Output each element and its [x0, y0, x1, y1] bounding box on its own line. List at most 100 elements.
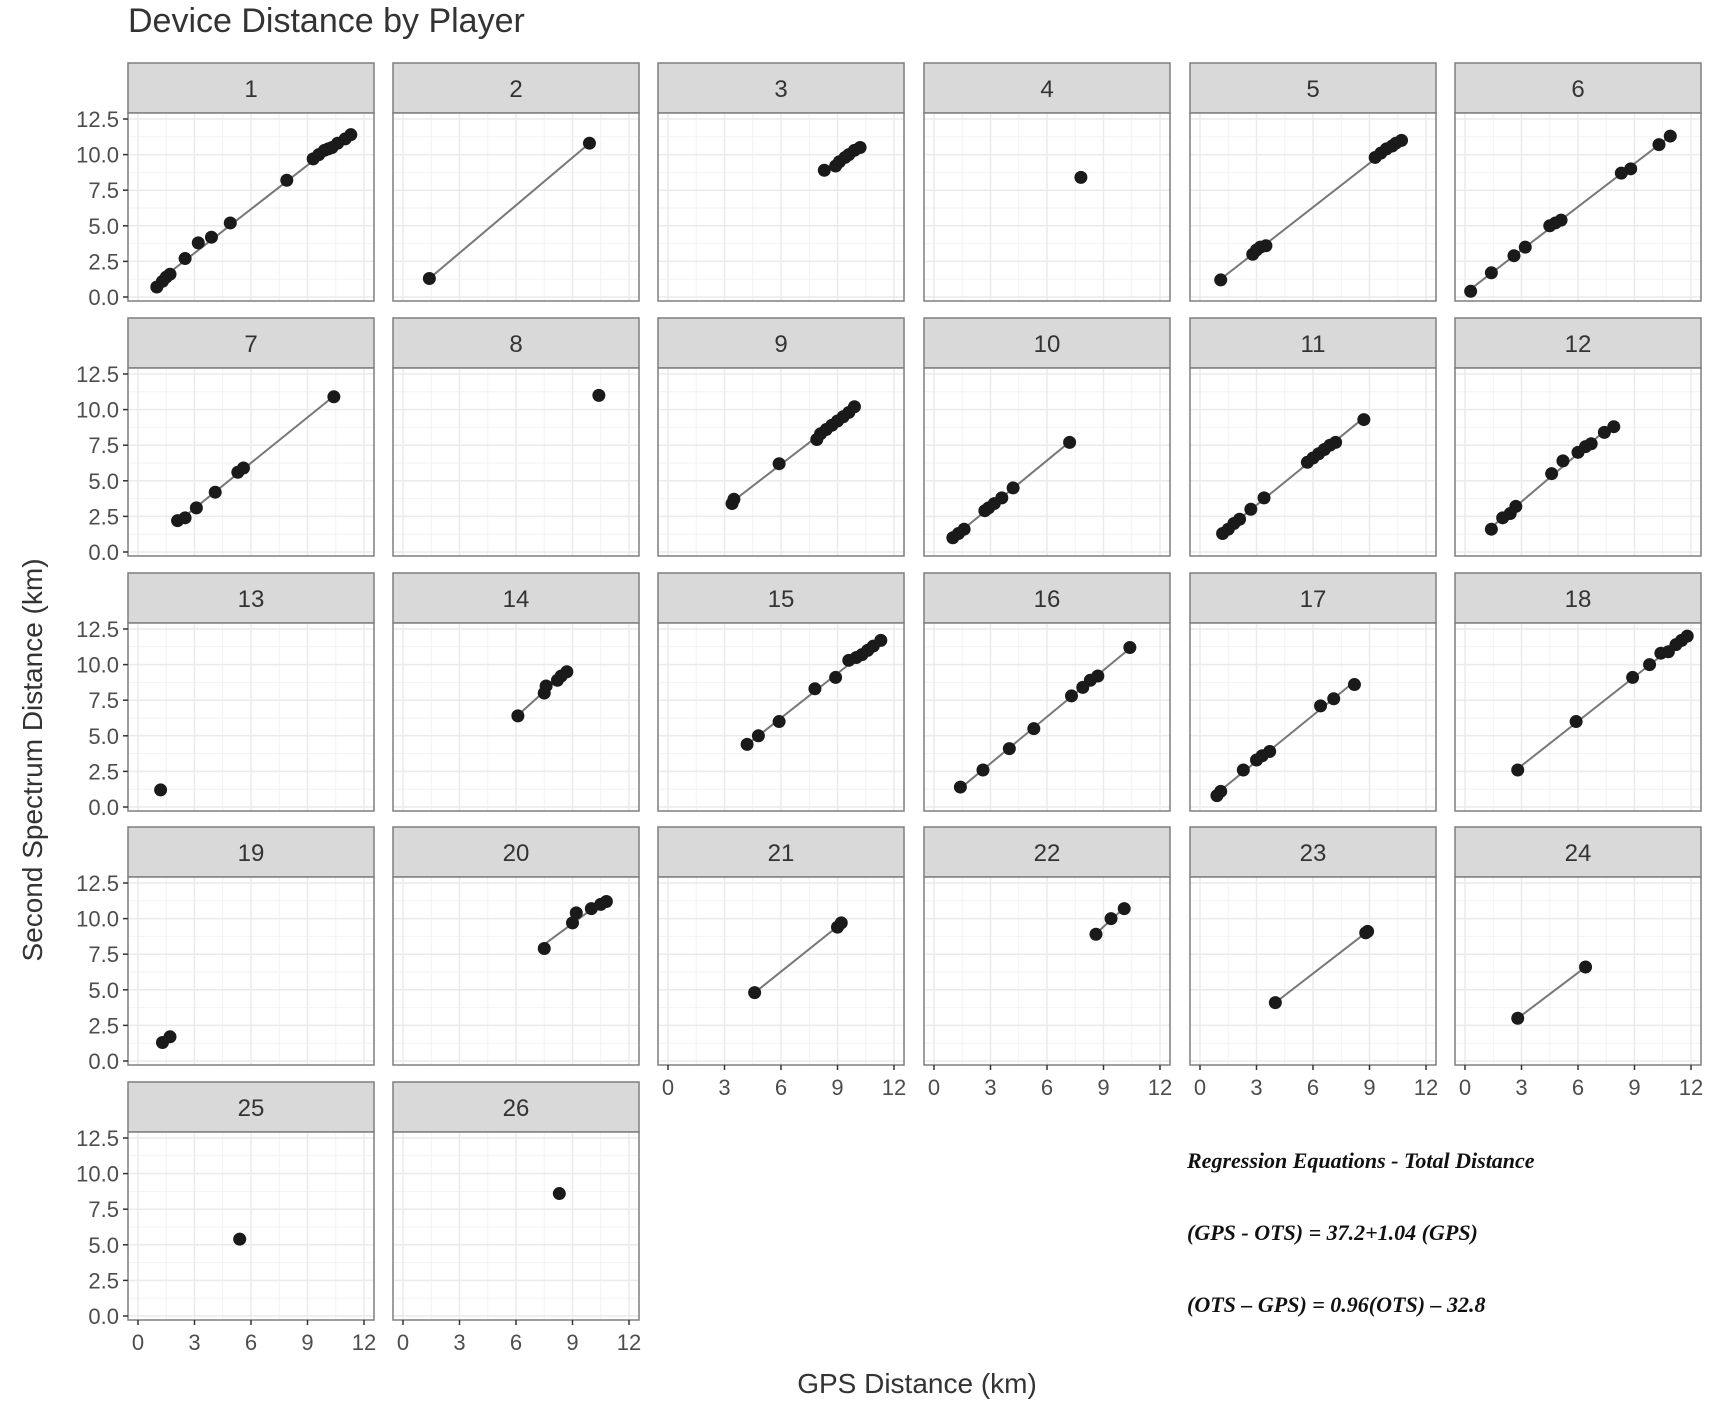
- facet-strip-label: 11: [1301, 331, 1326, 358]
- data-point: [1624, 162, 1638, 176]
- data-point: [511, 709, 525, 723]
- x-tick-label: 3: [984, 1075, 996, 1100]
- data-point: [1395, 133, 1409, 147]
- data-point: [560, 665, 574, 679]
- facet-strip-label: 7: [244, 331, 257, 358]
- data-point: [1518, 240, 1532, 254]
- facet-strip: [1189, 572, 1437, 624]
- facet-panel-border: [1454, 367, 1702, 557]
- data-point: [191, 236, 205, 250]
- facet-panel-2: 2: [392, 62, 640, 302]
- facet-panel-border: [392, 876, 640, 1066]
- data-point: [1607, 420, 1621, 434]
- facet-strip: [392, 826, 640, 878]
- data-point: [163, 1030, 177, 1044]
- data-point: [853, 140, 867, 154]
- facet-panel-border: [923, 622, 1171, 812]
- x-tick-label: 3: [1515, 1075, 1527, 1100]
- facet-strip: [127, 317, 375, 369]
- data-point: [1089, 927, 1103, 941]
- facet-panel-1: 10.02.55.07.510.012.5: [76, 62, 375, 310]
- data-point: [582, 136, 596, 150]
- data-point: [727, 492, 741, 506]
- data-point: [233, 1232, 247, 1246]
- y-tick-label: 5.0: [88, 469, 119, 494]
- y-tick-label: 12.5: [76, 107, 119, 132]
- facet-strip-label: 25: [238, 1095, 265, 1122]
- y-tick-label: 7.5: [88, 1197, 119, 1222]
- data-point: [847, 400, 861, 414]
- facet-strip-label: 23: [1300, 840, 1327, 867]
- x-tick-label: 6: [1572, 1075, 1584, 1100]
- data-point: [1579, 960, 1593, 974]
- facet-panel-border: [392, 367, 640, 557]
- regression-line: [176, 395, 335, 523]
- data-point: [422, 271, 436, 285]
- x-tick-label: 12: [352, 1330, 376, 1355]
- data-point: [327, 390, 341, 404]
- facet-strip: [392, 62, 640, 114]
- data-point: [751, 729, 765, 743]
- x-tick-label: 0: [132, 1330, 144, 1355]
- x-tick-label: 3: [453, 1330, 465, 1355]
- data-point: [178, 511, 192, 525]
- facet-panel-19: 19 0.0 2.5 5.0 7.5 10.0 12.5: [76, 826, 375, 1074]
- data-point: [1484, 522, 1498, 536]
- annotation-equation-1: (GPS - OTS) = 37.2+1.04 (GPS): [1187, 1220, 1478, 1245]
- data-point: [1002, 742, 1016, 756]
- data-point: [1236, 763, 1250, 777]
- data-point: [1569, 715, 1583, 729]
- facet-strip: [923, 62, 1171, 114]
- data-point: [1597, 425, 1611, 439]
- y-tick-label: 10.0: [76, 907, 119, 932]
- data-point: [1263, 744, 1277, 758]
- facet-panel-26: 26 0 3 6 9 12: [392, 1081, 641, 1355]
- facet-panel-border: [657, 367, 905, 557]
- facet-panel-border: [657, 622, 905, 812]
- data-point: [236, 461, 250, 475]
- x-tick-label: 12: [882, 1075, 906, 1100]
- data-point: [280, 173, 294, 187]
- y-tick-label: 10.0: [76, 143, 119, 168]
- data-point: [1233, 512, 1247, 526]
- facet-panel-border: [127, 876, 375, 1066]
- facet-panel-border: [127, 367, 375, 557]
- x-tick-label: 6: [245, 1330, 257, 1355]
- data-point: [1652, 138, 1666, 152]
- data-point: [829, 670, 843, 684]
- facet-grid: 10.02.55.07.510.012.52 3 4 5 670.02.55.07.51…: [76, 62, 1703, 1355]
- facet-strip-label: 19: [238, 840, 265, 867]
- facet-panel-border: [1454, 622, 1702, 812]
- facet-panel-5: 5: [1189, 62, 1437, 302]
- y-tick-label: 12.5: [76, 1126, 119, 1151]
- facet-panel-border: [127, 622, 375, 812]
- data-point: [1104, 912, 1118, 926]
- facet-strip: [392, 317, 640, 369]
- regression-annotation: Regression Equations - Total Distance (G…: [1186, 1148, 1535, 1317]
- chart-title: Device Distance by Player: [128, 2, 525, 40]
- facet-strip-label: 2: [509, 76, 522, 103]
- y-tick-label: 0.0: [88, 1049, 119, 1074]
- facet-strip: [657, 317, 905, 369]
- facet-panel-border: [923, 367, 1171, 557]
- facet-strip-label: 8: [509, 331, 522, 358]
- y-tick-label: 5.0: [88, 1233, 119, 1258]
- regression-line: [1517, 966, 1587, 1020]
- data-point: [1511, 763, 1525, 777]
- x-tick-label: 0: [1194, 1075, 1206, 1100]
- facet-panel-border: [1189, 622, 1437, 812]
- facet-strip-label: 4: [1040, 76, 1053, 103]
- data-point: [1347, 678, 1361, 692]
- data-point: [569, 906, 583, 920]
- data-point: [1064, 689, 1078, 703]
- data-point: [1117, 902, 1131, 916]
- data-point: [1123, 641, 1137, 655]
- x-tick-label: 12: [1414, 1075, 1438, 1100]
- facet-panel-border: [923, 112, 1171, 302]
- regression-line: [754, 922, 842, 994]
- data-point: [154, 783, 168, 797]
- x-tick-label: 9: [831, 1075, 843, 1100]
- facet-panel-6: 6: [1454, 62, 1702, 302]
- facet-strip-label: 10: [1034, 331, 1061, 358]
